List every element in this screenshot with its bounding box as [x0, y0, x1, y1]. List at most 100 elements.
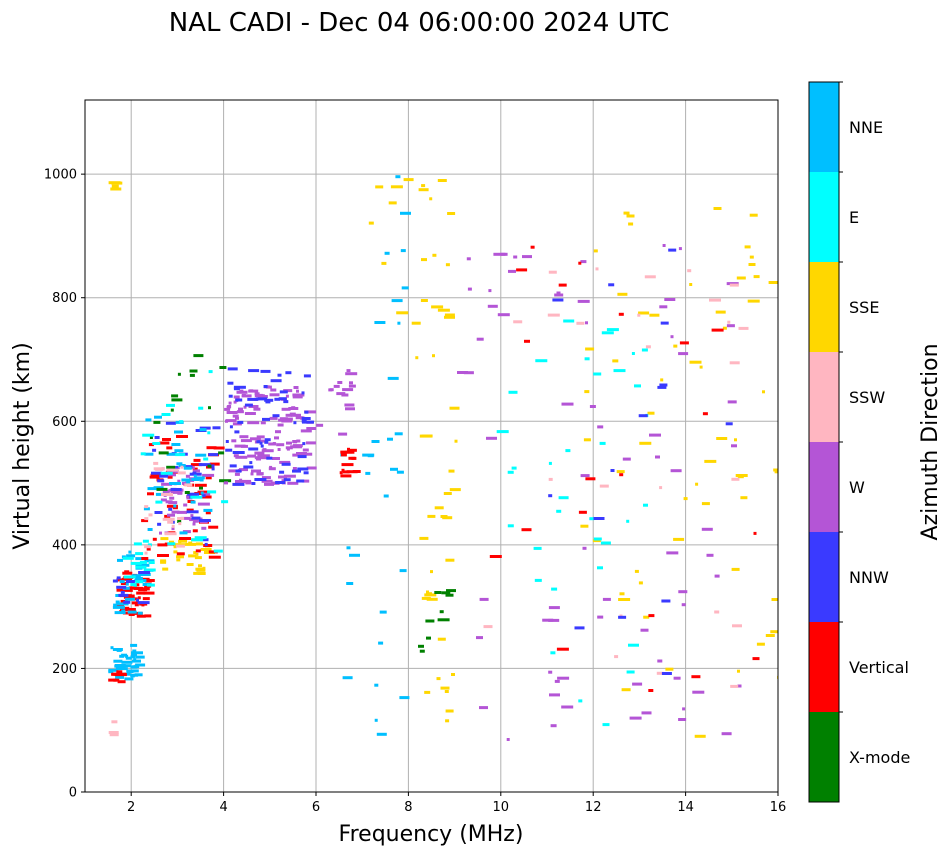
- echo-nnw-mark: [260, 444, 264, 448]
- echo-w-mark: [678, 352, 689, 356]
- colorbar-label-e: E: [849, 208, 859, 227]
- echo-w-mark: [233, 454, 239, 458]
- echo-nne-mark: [376, 732, 387, 736]
- echo-w-mark: [193, 469, 200, 473]
- echo-sse-mark: [771, 598, 778, 601]
- echo-vertical-mark: [114, 673, 127, 677]
- echo-nnw-mark: [266, 456, 273, 460]
- echo-nne-mark: [124, 677, 134, 681]
- echo-w-mark: [296, 439, 301, 443]
- echo-sse-mark: [437, 637, 446, 641]
- echo-w-mark: [235, 480, 245, 483]
- echo-nnw-mark: [725, 422, 733, 426]
- echo-vertical-mark: [176, 552, 185, 556]
- echo-nne-mark: [119, 580, 125, 584]
- echo-w-mark: [345, 372, 358, 376]
- echo-w-mark: [241, 394, 252, 398]
- echo-nnw-mark: [225, 440, 229, 443]
- echo-vertical-mark: [157, 554, 169, 557]
- echo-sse-mark: [765, 634, 775, 637]
- echo-sse-mark: [713, 207, 722, 210]
- echo-nnw-mark: [248, 447, 259, 451]
- echo-w-mark: [261, 479, 273, 483]
- echo-sse-mark: [665, 667, 674, 671]
- echo-w-mark: [602, 597, 611, 601]
- y-axis-label: Virtual height (km): [10, 342, 35, 549]
- echo-w-mark: [589, 405, 596, 408]
- echo-w-mark: [265, 385, 272, 389]
- echo-w-mark: [296, 389, 299, 393]
- echo-nne-mark: [125, 582, 129, 586]
- y-tick-label: 600: [52, 415, 77, 430]
- echo-w-mark: [161, 482, 173, 486]
- x-axis-label: Frequency (MHz): [339, 822, 524, 847]
- echo-sse-mark: [673, 344, 678, 348]
- echo-nne-mark: [399, 696, 410, 700]
- echo-sse-mark: [638, 311, 650, 315]
- echo-nne-mark: [346, 582, 354, 585]
- echo-w-mark: [342, 388, 354, 392]
- echo-sse-mark: [445, 709, 454, 713]
- echo-sse-mark: [444, 690, 449, 693]
- echo-vertical-mark: [179, 537, 191, 540]
- echo-w-mark: [224, 407, 231, 411]
- echo-nnw-mark: [661, 672, 672, 675]
- echo-nnw-mark: [116, 585, 127, 589]
- echo-e-mark: [139, 560, 147, 564]
- echo-vertical-mark: [167, 475, 173, 479]
- echo-vertical-mark: [148, 443, 154, 447]
- echo-sse-mark: [773, 468, 778, 472]
- echo-vertical-mark: [340, 474, 352, 478]
- echo-x-mode-mark: [445, 593, 454, 597]
- echo-w-mark: [268, 467, 276, 471]
- echo-e-mark: [123, 575, 136, 579]
- echo-nne-mark: [118, 665, 126, 669]
- echo-nnw-mark: [296, 479, 305, 483]
- echo-w-mark: [291, 406, 296, 410]
- x-tick-label: 8: [404, 800, 412, 815]
- echo-e-mark: [213, 549, 223, 553]
- echo-sse-mark: [424, 593, 437, 597]
- echo-w-mark: [162, 490, 170, 493]
- echo-nnw-mark: [265, 400, 271, 404]
- echo-e-mark: [613, 369, 626, 373]
- echo-nne-mark: [396, 470, 404, 474]
- echo-nne-mark: [138, 563, 150, 567]
- echo-e-mark: [142, 433, 155, 437]
- echo-vertical-mark: [120, 588, 133, 592]
- echo-e-mark: [166, 403, 175, 407]
- echo-w-mark: [249, 437, 261, 441]
- echo-nne-mark: [135, 557, 145, 561]
- echo-sse-mark: [194, 556, 202, 560]
- echo-ssw-mark: [513, 320, 523, 324]
- echo-sse-mark: [619, 592, 625, 596]
- echo-nnw-mark: [138, 571, 151, 574]
- echo-vertical-mark: [346, 470, 358, 474]
- echo-x-mode-mark: [219, 479, 232, 483]
- echo-nne-mark: [113, 659, 123, 663]
- echo-w-mark: [256, 457, 261, 461]
- echo-nne-mark: [395, 175, 401, 179]
- echo-sse-mark: [774, 470, 778, 474]
- echo-vertical-mark: [348, 456, 356, 460]
- echo-sse-mark: [592, 539, 601, 543]
- echo-nnw-mark: [657, 385, 667, 389]
- echo-vertical-mark: [117, 680, 126, 684]
- echo-e-mark: [593, 537, 602, 541]
- echo-sse-mark: [202, 566, 206, 570]
- echo-vertical-mark: [691, 675, 701, 679]
- echo-nnw-mark: [304, 410, 309, 414]
- echo-w-mark: [241, 393, 246, 397]
- echo-w-mark: [329, 388, 334, 392]
- echo-e-mark: [140, 452, 146, 456]
- echo-vertical-mark: [146, 547, 151, 551]
- echo-sse-mark: [762, 390, 765, 394]
- echo-vertical-mark: [122, 577, 132, 581]
- echo-e-mark: [578, 699, 583, 703]
- echo-w-mark: [202, 492, 211, 496]
- echo-w-mark: [183, 503, 188, 507]
- echo-nnw-mark: [235, 398, 243, 402]
- echo-nnw-mark: [260, 369, 271, 373]
- echo-w-mark: [201, 526, 207, 530]
- echo-sse-mark: [649, 313, 660, 317]
